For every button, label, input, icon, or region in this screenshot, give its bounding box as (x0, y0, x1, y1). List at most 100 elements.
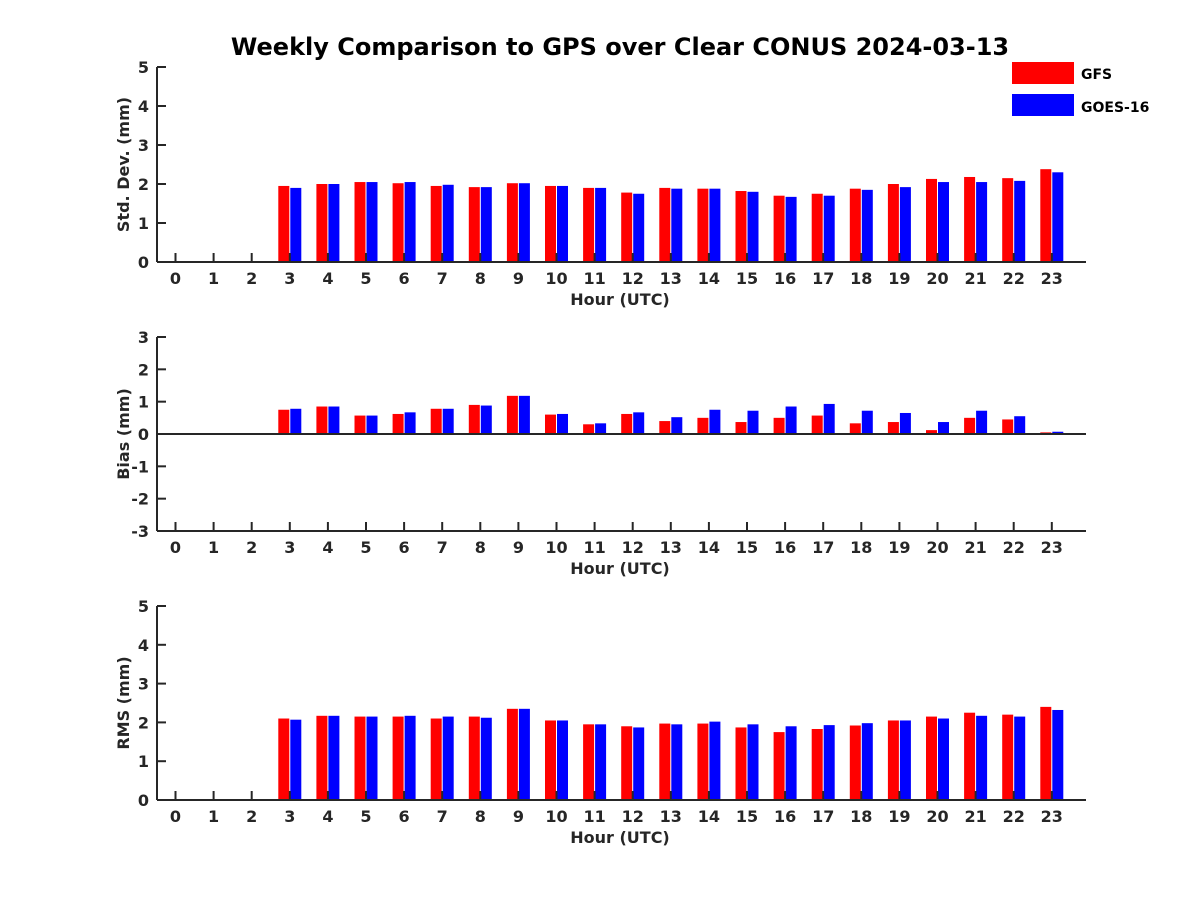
x-tick-label-18: 18 (850, 807, 872, 826)
x-tick-label-12: 12 (622, 269, 644, 288)
bar-gfs-hour-22 (1002, 178, 1014, 262)
bar-gfs-hour-22 (1002, 419, 1014, 434)
y-tick-label: 2 (138, 175, 149, 194)
x-tick-label-1: 1 (208, 269, 219, 288)
bar-goes16-hour-10 (557, 413, 568, 434)
x-tick-label-7: 7 (437, 269, 448, 288)
bar-gfs-hour-23 (1040, 706, 1052, 800)
bar-goes16-hour-17 (823, 195, 835, 262)
bar-goes16-hour-8 (480, 717, 492, 800)
x-axis-label: Hour (UTC) (570, 290, 670, 309)
y-tick-label: 0 (138, 791, 149, 810)
x-tick-label-4: 4 (322, 538, 333, 557)
x-axis-label: Hour (UTC) (570, 559, 670, 578)
x-tick-label-9: 9 (513, 807, 524, 826)
bar-gfs-hour-12 (621, 726, 633, 800)
bar-gfs-hour-12 (621, 413, 633, 434)
bar-gfs-hour-18 (849, 188, 861, 262)
x-tick-label-11: 11 (583, 269, 605, 288)
y-tick-label: -2 (131, 490, 149, 509)
bar-goes16-hour-18 (861, 189, 873, 262)
x-tick-label-9: 9 (513, 269, 524, 288)
y-tick-label: 2 (138, 713, 149, 732)
y-tick-label: 1 (138, 393, 149, 412)
bar-gfs-hour-11 (583, 187, 595, 262)
x-tick-label-15: 15 (736, 538, 758, 557)
x-tick-label-7: 7 (437, 807, 448, 826)
x-tick-label-2: 2 (246, 538, 257, 557)
bar-goes16-hour-17 (823, 725, 835, 800)
bar-goes16-hour-6 (404, 412, 416, 434)
bar-goes16-hour-5 (366, 415, 378, 434)
y-axis-label: Bias (mm) (114, 388, 133, 480)
x-tick-label-22: 22 (1003, 807, 1025, 826)
bar-goes16-hour-6 (404, 715, 416, 800)
x-tick-label-23: 23 (1041, 538, 1063, 557)
x-tick-label-0: 0 (170, 807, 181, 826)
bar-goes16-hour-13 (671, 724, 683, 800)
bar-gfs-hour-20 (926, 178, 937, 262)
x-tick-label-17: 17 (812, 538, 834, 557)
bar-gfs-hour-15 (735, 727, 747, 800)
x-tick-label-16: 16 (774, 538, 796, 557)
bar-goes16-hour-16 (785, 406, 797, 434)
bar-gfs-hour-9 (506, 395, 518, 434)
y-tick-label: 4 (138, 636, 149, 655)
bar-goes16-hour-13 (671, 417, 683, 434)
bar-gfs-hour-20 (926, 716, 937, 800)
x-tick-label-7: 7 (437, 538, 448, 557)
legend-swatch-gfs (1012, 62, 1074, 84)
bar-gfs-hour-10 (545, 185, 556, 262)
x-tick-label-15: 15 (736, 807, 758, 826)
x-tick-label-3: 3 (284, 807, 295, 826)
bar-gfs-hour-17 (811, 728, 823, 800)
y-tick-label: -1 (131, 457, 149, 476)
bar-goes16-hour-4 (328, 184, 340, 262)
bar-goes16-hour-10 (557, 720, 568, 800)
x-tick-label-14: 14 (698, 269, 720, 288)
x-tick-label-2: 2 (246, 807, 257, 826)
bar-gfs-hour-23 (1040, 169, 1052, 262)
x-tick-label-8: 8 (475, 269, 486, 288)
x-tick-label-22: 22 (1003, 538, 1025, 557)
x-tick-label-13: 13 (660, 538, 682, 557)
x-tick-label-13: 13 (660, 807, 682, 826)
y-tick-label: 3 (138, 675, 149, 694)
x-tick-label-10: 10 (545, 807, 567, 826)
bar-goes16-hour-14 (709, 721, 721, 800)
y-tick-label: 3 (138, 328, 149, 347)
bar-gfs-hour-21 (964, 417, 976, 434)
bar-goes16-hour-22 (1014, 716, 1026, 800)
x-axis-label: Hour (UTC) (570, 828, 670, 847)
bar-gfs-hour-5 (354, 415, 366, 434)
bar-goes16-hour-20 (938, 718, 949, 800)
x-tick-label-21: 21 (964, 807, 986, 826)
bar-gfs-hour-12 (621, 192, 633, 262)
x-tick-label-1: 1 (208, 807, 219, 826)
x-tick-label-9: 9 (513, 538, 524, 557)
x-tick-label-6: 6 (399, 269, 410, 288)
bar-goes16-hour-4 (328, 715, 340, 800)
x-tick-label-20: 20 (926, 807, 948, 826)
bar-goes16-hour-6 (404, 182, 416, 262)
bar-goes16-hour-8 (480, 187, 492, 262)
bar-goes16-hour-17 (823, 403, 835, 434)
bar-gfs-hour-7 (430, 408, 442, 434)
bar-goes16-hour-5 (366, 182, 378, 262)
bar-gfs-hour-14 (697, 723, 709, 800)
bar-gfs-hour-16 (773, 195, 785, 262)
bar-gfs-hour-16 (773, 732, 785, 800)
x-tick-label-0: 0 (170, 269, 181, 288)
bar-goes16-hour-11 (595, 724, 607, 800)
bar-gfs-hour-18 (849, 423, 861, 434)
bar-goes16-hour-15 (747, 191, 759, 262)
bar-gfs-hour-5 (354, 182, 366, 262)
bar-goes16-hour-21 (976, 182, 988, 262)
bar-gfs-hour-6 (392, 413, 404, 434)
bar-gfs-hour-3 (278, 718, 290, 800)
x-tick-label-13: 13 (660, 269, 682, 288)
bar-gfs-hour-11 (583, 424, 595, 434)
bar-goes16-hour-7 (442, 408, 454, 434)
